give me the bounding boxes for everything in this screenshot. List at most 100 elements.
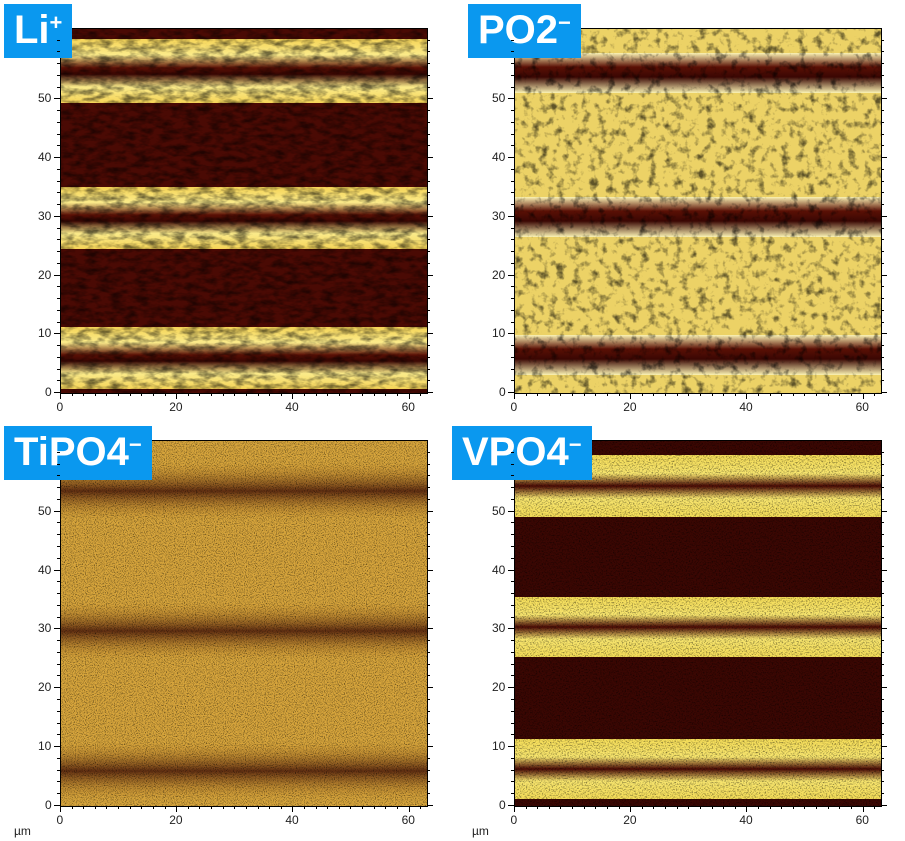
y-minor-tick [57,251,60,253]
y-minor-tick [57,368,60,370]
x-tick-label: 60 [855,813,869,827]
y-minor-tick [57,510,60,512]
y-minor-tick [427,157,430,159]
image-li [60,28,428,394]
x-minor-tick [781,393,783,396]
x-minor-tick [711,393,713,396]
x-minor-tick [816,806,818,809]
y-minor-tick [881,569,884,571]
panel-li [0,0,452,420]
y-minor-tick [511,805,514,806]
x-tick-label: 60 [855,400,869,414]
y-tick [427,569,433,571]
y-minor-tick [427,616,430,618]
x-minor-tick [408,393,410,396]
x-tick [176,806,178,812]
x-minor-tick [850,806,852,809]
label-tipo4: TiPO4− [4,426,152,480]
x-minor-tick [641,393,643,396]
x-minor-tick [746,806,748,809]
y-minor-tick [511,380,514,382]
y-minor-tick [427,604,430,606]
y-minor-tick [57,39,60,41]
y-tick-label: 20 [492,267,506,282]
y-tick-label: 20 [38,267,52,282]
y-minor-tick [57,699,60,701]
y-minor-tick [881,793,884,795]
x-minor-tick [839,806,841,809]
y-tick [881,687,887,689]
y-minor-tick [57,180,60,182]
y-minor-tick [881,86,884,88]
x-minor-tick [874,393,876,396]
y-minor-tick [427,392,430,393]
y-tick [881,392,887,393]
y-minor-tick [427,345,430,347]
x-tick-label: 0 [510,400,518,414]
x-minor-tick [280,393,282,396]
y-minor-tick [57,487,60,489]
x-minor-tick [850,393,852,396]
x-tick [630,393,632,399]
y-minor-tick [57,262,60,264]
x-minor-tick [350,393,352,396]
x-minor-tick [653,806,655,809]
x-minor-tick [141,393,143,396]
y-minor-tick [57,98,60,100]
y-minor-tick [511,757,514,759]
panel-vpo4 [452,420,905,841]
y-minor-tick [57,345,60,347]
y-minor-tick [881,251,884,253]
y-tick [427,628,433,630]
y-minor-tick [881,640,884,642]
y-tick [881,215,887,217]
y-minor-tick [427,168,430,170]
x-minor-tick [315,393,317,396]
y-minor-tick [511,569,514,571]
x-minor-tick [653,393,655,396]
x-tick-label: 60 [401,813,415,827]
y-minor-tick [881,734,884,736]
x-minor-tick [373,806,375,809]
y-tick-label: 30 [38,621,52,636]
y-minor-tick [511,98,514,100]
x-minor-tick [781,806,783,809]
x-minor-tick [665,806,667,809]
x-tick [630,806,632,812]
x-minor-tick [396,806,398,809]
y-tick [881,157,887,159]
y-minor-tick [57,781,60,783]
x-minor-tick [187,806,189,809]
x-minor-tick [688,806,690,809]
y-minor-tick [427,769,430,771]
x-tick-label: 60 [401,400,415,414]
x-minor-tick [746,393,748,396]
x-minor-tick [758,806,759,809]
x-minor-tick [514,806,515,809]
x-minor-tick [606,806,608,809]
y-tick-label: 40 [38,150,52,165]
x-minor-tick [514,393,515,396]
y-minor-tick [881,392,884,393]
y-tick-label: 10 [38,326,52,341]
y-minor-tick [427,298,430,300]
y-minor-tick [511,746,514,748]
y-minor-tick [881,451,884,453]
y-minor-tick [511,157,514,159]
y-tick-label: 0 [45,798,52,812]
y-minor-tick [427,368,430,370]
y-minor-tick [511,604,514,606]
y-minor-tick [427,699,430,701]
y-tick-label: 0 [45,385,52,399]
x-minor-tick [176,806,178,809]
y-minor-tick [427,687,430,689]
y-minor-tick [427,498,430,500]
y-minor-tick [511,769,514,771]
y-minor-tick [511,227,514,229]
y-minor-tick [427,663,430,665]
y-minor-tick [881,298,884,300]
x-minor-tick [222,393,224,396]
y-minor-tick [57,215,60,217]
x-minor-tick [606,393,608,396]
x-minor-tick [71,393,73,396]
